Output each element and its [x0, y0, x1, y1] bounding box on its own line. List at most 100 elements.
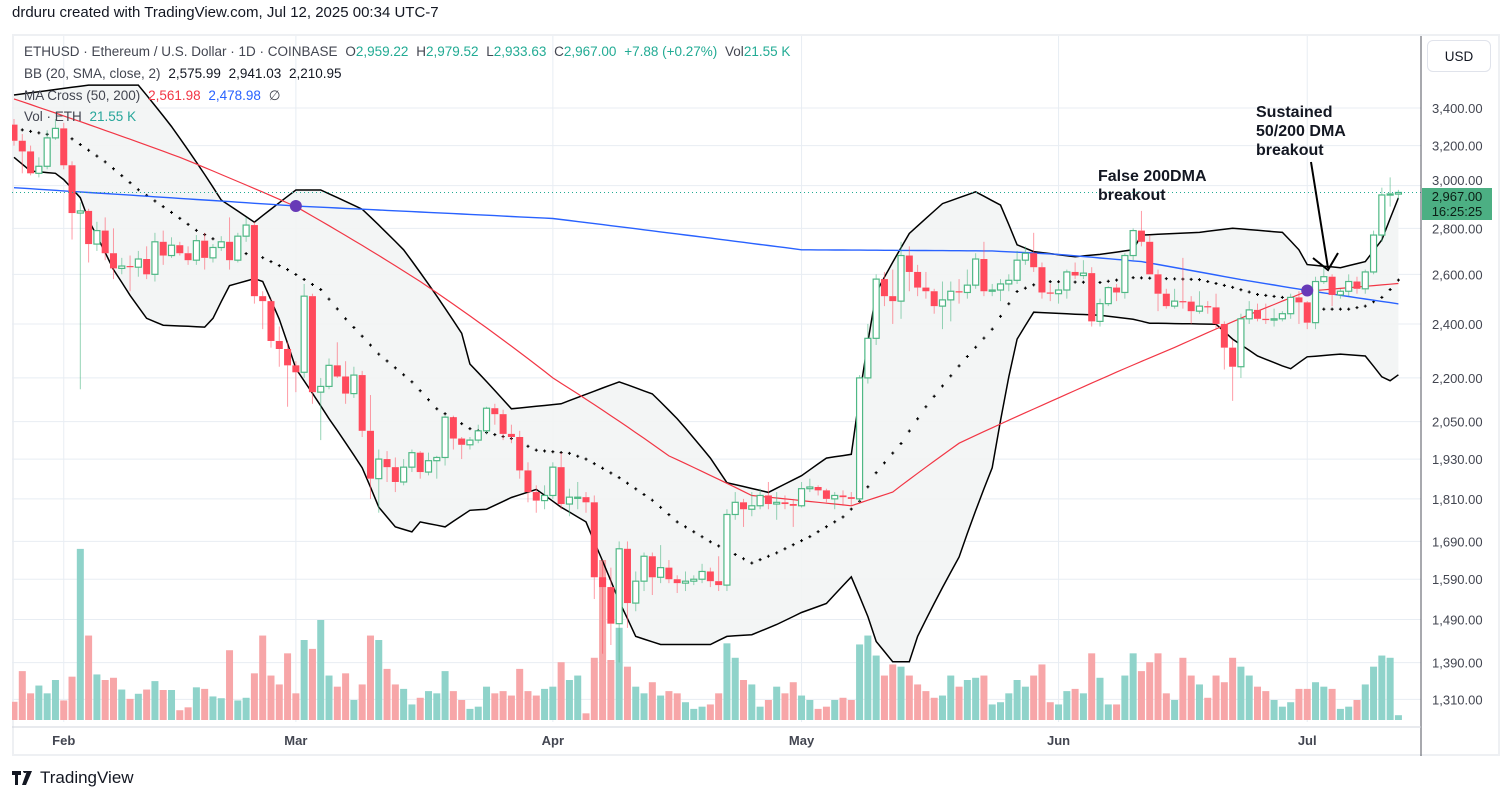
candle[interactable] — [68, 161, 76, 240]
candle[interactable] — [317, 377, 325, 441]
candle[interactable] — [1046, 283, 1054, 302]
candle[interactable] — [134, 250, 142, 277]
candle[interactable] — [1270, 308, 1278, 327]
candle[interactable] — [27, 145, 35, 176]
candle[interactable] — [60, 122, 68, 170]
candle[interactable] — [284, 342, 292, 407]
candle[interactable] — [424, 452, 433, 476]
candle[interactable] — [308, 293, 316, 404]
candle[interactable] — [673, 575, 681, 594]
candle[interactable] — [250, 221, 258, 304]
candle[interactable] — [557, 452, 565, 510]
candle[interactable] — [1154, 269, 1162, 312]
candle[interactable] — [607, 567, 615, 645]
candle[interactable] — [1121, 253, 1129, 299]
candle[interactable] — [549, 462, 557, 499]
candle[interactable] — [1229, 339, 1237, 401]
candle[interactable] — [259, 291, 267, 330]
candle[interactable] — [101, 217, 109, 261]
candle[interactable] — [623, 541, 631, 628]
candle[interactable] — [715, 556, 723, 592]
candle[interactable] — [1054, 283, 1063, 304]
candle[interactable] — [1262, 303, 1270, 324]
time-axis[interactable]: Feb Mar Apr May Jun Jul — [52, 733, 1316, 748]
candle[interactable] — [574, 481, 582, 510]
candle[interactable] — [184, 246, 192, 265]
candle[interactable] — [1088, 267, 1096, 327]
candle[interactable] — [1328, 274, 1336, 307]
candle[interactable] — [1021, 246, 1029, 265]
candle[interactable] — [1030, 232, 1038, 272]
currency-button[interactable]: USD — [1427, 40, 1491, 72]
candle[interactable] — [51, 119, 60, 140]
candle[interactable] — [1345, 274, 1353, 297]
volume-legend[interactable]: Vol · ETH 21.55 K — [24, 109, 140, 124]
candle[interactable] — [938, 281, 947, 330]
candle[interactable] — [988, 283, 996, 297]
candle[interactable] — [358, 370, 366, 437]
candle[interactable] — [209, 244, 217, 263]
candle[interactable] — [632, 571, 640, 612]
candle[interactable] — [1013, 250, 1021, 284]
candle[interactable] — [35, 157, 43, 178]
candle[interactable] — [599, 560, 607, 654]
candle[interactable] — [963, 269, 971, 299]
candle[interactable] — [400, 459, 408, 486]
candle[interactable] — [76, 202, 84, 390]
candle[interactable] — [1386, 177, 1394, 207]
candle[interactable] — [433, 455, 441, 479]
symbol-legend[interactable]: ETHUSD · Ethereum / U.S. Dollar · 1D · C… — [24, 44, 794, 59]
candle[interactable] — [1005, 274, 1013, 292]
candle[interactable] — [764, 481, 772, 510]
candle[interactable] — [1369, 230, 1378, 275]
candle[interactable] — [192, 235, 200, 265]
candle[interactable] — [159, 230, 167, 265]
candle[interactable] — [201, 232, 209, 270]
candle[interactable] — [681, 571, 690, 592]
candle[interactable] — [300, 283, 308, 378]
candle[interactable] — [972, 253, 980, 289]
candle[interactable] — [18, 134, 26, 174]
tradingview-logo[interactable]: TradingView — [12, 768, 134, 788]
candle[interactable] — [831, 492, 839, 510]
candle[interactable] — [1079, 260, 1088, 280]
candle[interactable] — [657, 545, 665, 584]
candle[interactable] — [723, 509, 731, 592]
candle[interactable] — [706, 567, 714, 588]
candle[interactable] — [449, 415, 457, 450]
candle[interactable] — [1394, 189, 1403, 200]
candle[interactable] — [474, 424, 482, 444]
candle[interactable] — [499, 409, 507, 441]
candle[interactable] — [847, 492, 855, 506]
candle[interactable] — [366, 395, 374, 499]
candle[interactable] — [1187, 296, 1195, 324]
candle[interactable] — [118, 257, 126, 275]
candle[interactable] — [1113, 283, 1121, 302]
candle[interactable] — [458, 436, 466, 460]
candle[interactable] — [1353, 276, 1361, 294]
candle[interactable] — [615, 541, 623, 663]
candle[interactable] — [996, 279, 1005, 302]
candle[interactable] — [391, 457, 399, 493]
candle[interactable] — [292, 361, 300, 393]
candle[interactable] — [466, 436, 474, 450]
candle[interactable] — [1220, 321, 1228, 370]
candle[interactable] — [864, 323, 872, 384]
candle[interactable] — [491, 403, 499, 425]
candle[interactable] — [1361, 269, 1369, 294]
candle[interactable] — [1212, 293, 1220, 330]
candle[interactable] — [855, 375, 864, 503]
candle[interactable] — [1295, 291, 1303, 324]
candle[interactable] — [955, 279, 963, 304]
candle[interactable] — [648, 552, 656, 596]
candle[interactable] — [797, 481, 806, 508]
candle[interactable] — [1278, 311, 1286, 322]
candle[interactable] — [1096, 298, 1104, 327]
candle[interactable] — [167, 237, 176, 258]
candle[interactable] — [905, 246, 913, 292]
candle[interactable] — [416, 451, 424, 479]
candle[interactable] — [217, 236, 225, 251]
candle[interactable] — [1104, 286, 1112, 307]
candle[interactable] — [507, 424, 515, 444]
candle[interactable] — [375, 449, 383, 513]
